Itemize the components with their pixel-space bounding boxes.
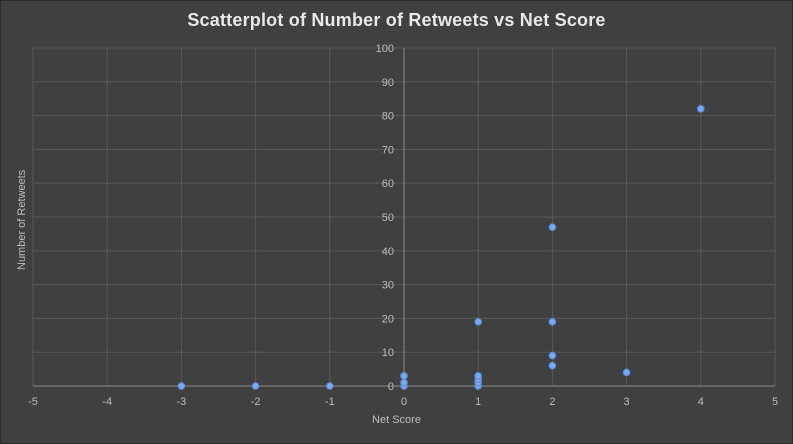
- x-axis-title: Net Score: [372, 414, 421, 426]
- y-tick-label: 20: [382, 313, 394, 325]
- y-tick-label: 60: [382, 178, 394, 190]
- y-tick-label: 90: [382, 77, 394, 89]
- y-tick-label: 40: [382, 246, 394, 258]
- data-point: [548, 223, 557, 231]
- y-tick-label: 30: [382, 280, 394, 292]
- x-tick-label: 4: [698, 396, 704, 408]
- chart-title: Scatterplot of Number of Retweets vs Net…: [187, 10, 606, 30]
- data-point: [548, 361, 557, 370]
- data-point: [400, 372, 408, 380]
- y-tick-label: 70: [382, 144, 394, 156]
- y-tick-label: 0: [388, 381, 394, 393]
- y-tick-label: 50: [382, 212, 394, 224]
- x-tick-label: 2: [549, 396, 555, 408]
- x-tick-label: -4: [102, 396, 112, 408]
- data-point: [548, 351, 557, 360]
- y-tick-label: 80: [382, 111, 394, 123]
- x-tick-label: 0: [401, 396, 407, 408]
- data-point: [251, 382, 260, 390]
- x-tick-label: -5: [28, 396, 38, 408]
- x-tick-label: 5: [772, 396, 778, 408]
- y-tick-label: 10: [382, 347, 394, 359]
- data-point: [474, 372, 483, 380]
- x-tick-label: -1: [325, 396, 335, 408]
- data-point: [548, 317, 557, 326]
- x-tick-label: -2: [251, 396, 261, 408]
- data-point: [696, 105, 705, 113]
- data-point: [325, 382, 334, 390]
- x-tick-label: 3: [624, 396, 630, 408]
- data-point: [400, 378, 408, 387]
- data-point: [474, 317, 483, 326]
- data-points: [177, 105, 705, 390]
- x-tick-label: 1: [475, 396, 481, 408]
- data-point: [177, 382, 186, 390]
- x-tick-label: -3: [177, 396, 187, 408]
- data-point: [622, 368, 631, 377]
- y-tick-label: 100: [376, 43, 394, 55]
